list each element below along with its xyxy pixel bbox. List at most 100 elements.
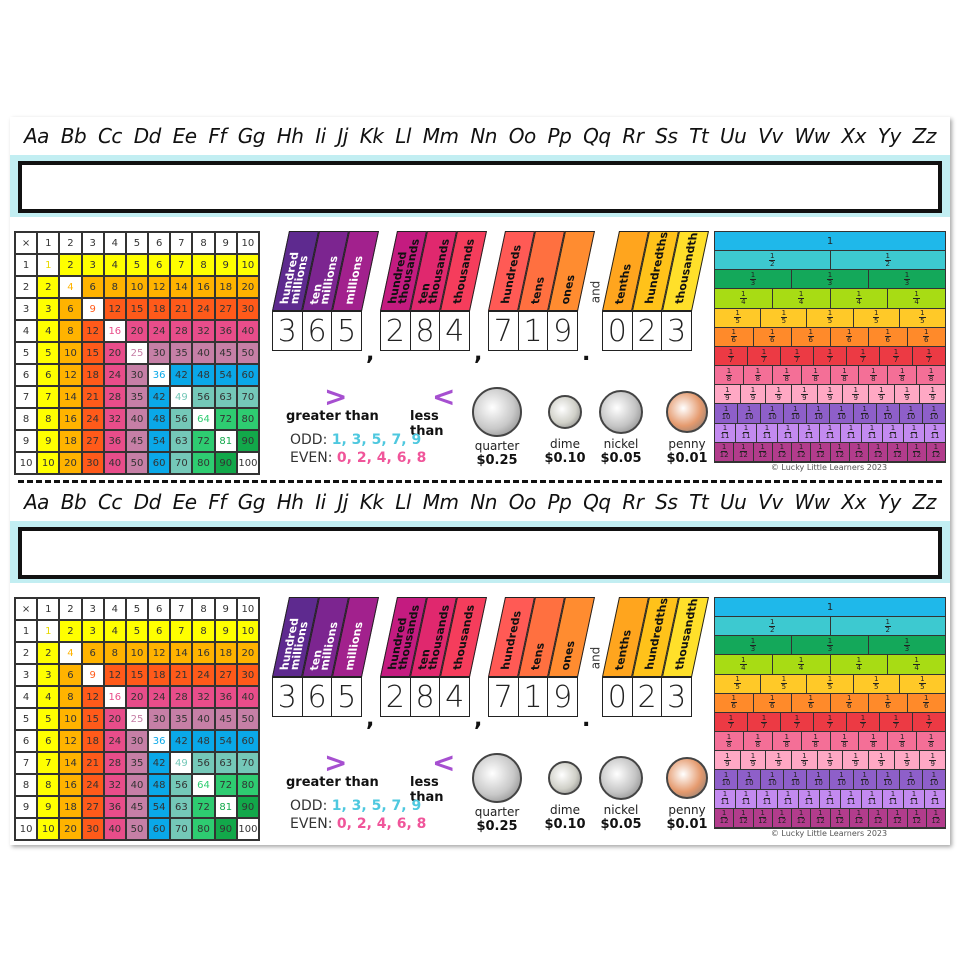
digit-box[interactable]: 3 (273, 678, 303, 716)
digit-box[interactable]: 3 (273, 312, 303, 350)
fraction-numerator: 1 (793, 713, 801, 723)
digit-box[interactable]: 2 (381, 312, 411, 350)
mult-cell: 18 (148, 664, 171, 686)
alphabet-letter: Dd (133, 490, 162, 514)
name-field[interactable] (18, 527, 942, 579)
mult-cell: 12 (148, 642, 171, 664)
fraction-numerator: 1 (769, 328, 776, 338)
digit-box[interactable]: 7 (489, 678, 519, 716)
mult-cell: 80 (192, 452, 215, 474)
digit-box[interactable]: 2 (381, 678, 411, 716)
odd-values: 1, 3, 5, 7, 9 (331, 798, 422, 814)
fraction-numerator: 1 (742, 424, 750, 434)
fraction-denominator: 11 (720, 798, 730, 807)
mult-cell: 72 (192, 430, 215, 452)
coin-value: $0.05 (600, 817, 642, 832)
fraction-denominator: 5 (827, 317, 833, 326)
mult-cell: 4 (103, 598, 126, 620)
fraction-denominator: 8 (871, 740, 876, 749)
fraction-numerator: 1 (760, 347, 768, 357)
mult-cell: 80 (192, 818, 215, 840)
digit-box[interactable]: 9 (553, 313, 573, 349)
mult-cell: 25 (125, 342, 149, 364)
fraction-cell: 1 12 (772, 808, 792, 828)
digit-box[interactable]: 5 (337, 313, 357, 349)
fraction-numerator: 1 (724, 751, 731, 761)
mult-cell: 24 (81, 408, 104, 430)
fraction-denominator: 11 (804, 432, 814, 441)
digit-box[interactable]: 4 (445, 679, 465, 715)
place-value-headers: hundred thousands ten thousands thousands (380, 597, 488, 677)
digit-box[interactable]: 2 (633, 312, 663, 350)
place-value-headers: hundreds tens ones (488, 597, 596, 677)
digit-box[interactable]: 8 (411, 678, 441, 716)
dime-coin-icon (548, 761, 582, 795)
fraction-denominator: 5 (873, 317, 879, 326)
mult-cell: 56 (192, 386, 215, 408)
fraction-numerator: 1 (874, 809, 882, 819)
digit-box[interactable]: 1 (519, 678, 549, 716)
fraction-denominator: 9 (750, 393, 756, 402)
mult-cell: 27 (81, 796, 104, 818)
digit-box[interactable]: 1 (519, 312, 549, 350)
digit-box[interactable]: 7 (489, 312, 519, 350)
fraction-denominator: 12 (758, 451, 768, 460)
fraction-numerator: 1 (927, 366, 935, 376)
digit-box[interactable]: 0 (603, 678, 633, 716)
digit-box[interactable]: 9 (553, 679, 573, 715)
fraction-cell: 1 12 (926, 442, 945, 462)
digit-box[interactable]: 3 (667, 313, 687, 349)
alphabet-letter: Dd (133, 124, 162, 148)
and-label: and (588, 646, 603, 670)
digit-box[interactable]: 5 (337, 679, 357, 715)
mult-cell: 8 (15, 774, 38, 796)
digit-box[interactable]: 0 (603, 312, 633, 350)
mult-cell: 40 (103, 452, 126, 474)
fraction-denominator: 12 (854, 817, 864, 826)
quarter-coin-icon (472, 387, 522, 437)
fraction-denominator: 8 (726, 374, 732, 383)
fraction-numerator: 1 (868, 424, 876, 434)
fraction-denominator: 11 (846, 432, 856, 441)
digit-box[interactable]: 2 (633, 678, 663, 716)
fraction-numerator: 1 (720, 443, 728, 453)
fraction-cell: 1 11 (736, 789, 757, 809)
alphabet-letter: Rr (622, 490, 644, 514)
fraction-numerator: 1 (884, 328, 891, 338)
mult-cell: 6 (81, 276, 104, 298)
mult-cell: 30 (125, 730, 149, 752)
mult-cell: 10 (59, 342, 82, 364)
coin-name: penny (668, 437, 706, 451)
fraction-denominator: 10 (929, 778, 939, 787)
coin-nickel: nickel $0.05 (594, 753, 648, 832)
alphabet-letter: Ll (395, 490, 411, 514)
mult-cell: 3 (37, 664, 60, 686)
fraction-cell: 1 11 (925, 423, 945, 443)
fraction-cell: 1 12 (830, 442, 850, 462)
fraction-numerator: 1 (801, 385, 808, 395)
mult-cell: 3 (37, 298, 60, 320)
fraction-cell: 1 10 (830, 404, 854, 424)
digit-box[interactable]: 6 (303, 678, 333, 716)
digit-box[interactable]: 4 (445, 313, 465, 349)
digit-box[interactable]: 3 (667, 679, 687, 715)
coin-value: $0.05 (600, 451, 642, 466)
odd-values: 1, 3, 5, 7, 9 (331, 432, 422, 448)
digit-box[interactable]: 6 (303, 312, 333, 350)
name-field[interactable] (18, 161, 942, 213)
fraction-cell: 1 (715, 598, 945, 618)
alphabet-letter: Mm (422, 490, 459, 514)
alphabet-letter: Cc (97, 124, 122, 148)
fraction-numerator: 1 (725, 732, 733, 742)
fraction-denominator: 5 (735, 683, 740, 692)
digit-box[interactable]: 8 (411, 312, 441, 350)
mult-cell: 1 (37, 254, 60, 276)
fraction-numerator: 1 (846, 328, 853, 338)
